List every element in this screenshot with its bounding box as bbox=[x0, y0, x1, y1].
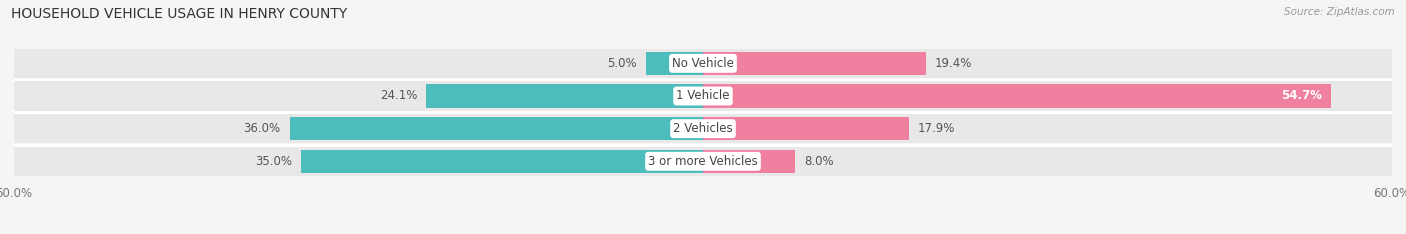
Bar bbox=[703, 81, 1392, 111]
Bar bbox=[703, 117, 908, 140]
Text: 2 Vehicles: 2 Vehicles bbox=[673, 122, 733, 135]
Text: 8.0%: 8.0% bbox=[804, 155, 834, 168]
Bar bbox=[703, 147, 1392, 176]
Bar bbox=[14, 147, 703, 176]
Bar bbox=[426, 84, 703, 108]
Text: 19.4%: 19.4% bbox=[935, 57, 973, 70]
Bar bbox=[290, 117, 703, 140]
Bar bbox=[301, 150, 703, 173]
Bar bbox=[14, 114, 703, 143]
Text: 1 Vehicle: 1 Vehicle bbox=[676, 89, 730, 102]
Bar bbox=[703, 51, 925, 75]
Bar bbox=[14, 49, 703, 78]
Text: 3 or more Vehicles: 3 or more Vehicles bbox=[648, 155, 758, 168]
Bar bbox=[703, 49, 1392, 78]
Text: 17.9%: 17.9% bbox=[918, 122, 955, 135]
Bar bbox=[703, 114, 1392, 143]
Text: 5.0%: 5.0% bbox=[607, 57, 637, 70]
Text: No Vehicle: No Vehicle bbox=[672, 57, 734, 70]
Text: HOUSEHOLD VEHICLE USAGE IN HENRY COUNTY: HOUSEHOLD VEHICLE USAGE IN HENRY COUNTY bbox=[11, 7, 347, 21]
Bar bbox=[703, 84, 1331, 108]
Text: 35.0%: 35.0% bbox=[254, 155, 292, 168]
Bar bbox=[703, 150, 794, 173]
Bar bbox=[645, 51, 703, 75]
Bar bbox=[14, 81, 703, 111]
Text: 54.7%: 54.7% bbox=[1281, 89, 1322, 102]
Text: 24.1%: 24.1% bbox=[380, 89, 418, 102]
Text: Source: ZipAtlas.com: Source: ZipAtlas.com bbox=[1284, 7, 1395, 17]
Text: 36.0%: 36.0% bbox=[243, 122, 280, 135]
